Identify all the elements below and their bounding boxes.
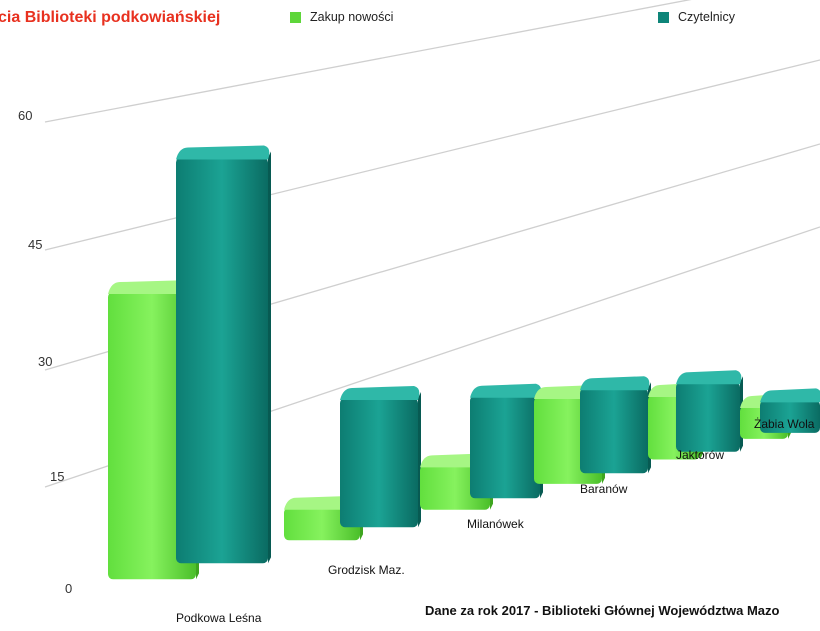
legend-item-czytelnicy: Czytelnicy [658,10,735,24]
category-label: Baranów [580,482,628,496]
bar-czytelnicy-2 [470,383,543,499]
chart-title: cia Biblioteki podkowiańskiej [0,9,221,26]
gridline-60 [44,0,692,123]
bar-czytelnicy-0 [176,145,271,564]
category-label: Milanówek [467,517,525,531]
bar-czytelnicy-3 [580,376,651,474]
category-label: Grodzisk Maz. [328,563,405,577]
bar-czytelnicy-1 [340,385,421,528]
legend-swatch-zakup [290,11,301,23]
legend-item-zakup: Zakup nowości [290,10,393,24]
source-note: Dane za rok 2017 - Biblioteki Głównej Wo… [425,603,780,618]
bar-czytelnicy-4 [676,370,743,452]
category-label: Podkowa Leśna [176,611,262,625]
legend-swatch-czytelnicy [658,11,669,23]
category-label: Jaktorów [676,448,724,462]
bar-czytelnicy-5 [760,388,820,433]
gridline-45 [44,59,820,251]
y-tick-label: 45 [28,237,42,252]
y-tick-label: 60 [18,108,32,123]
y-tick-label: 0 [65,581,72,596]
legend-label-czytelnicy: Czytelnicy [678,10,735,24]
category-label: Żabia Wola [754,417,815,431]
y-tick-label: 30 [38,354,52,369]
y-tick-label: 15 [50,469,64,484]
legend-label-zakup: Zakup nowości [310,10,394,24]
